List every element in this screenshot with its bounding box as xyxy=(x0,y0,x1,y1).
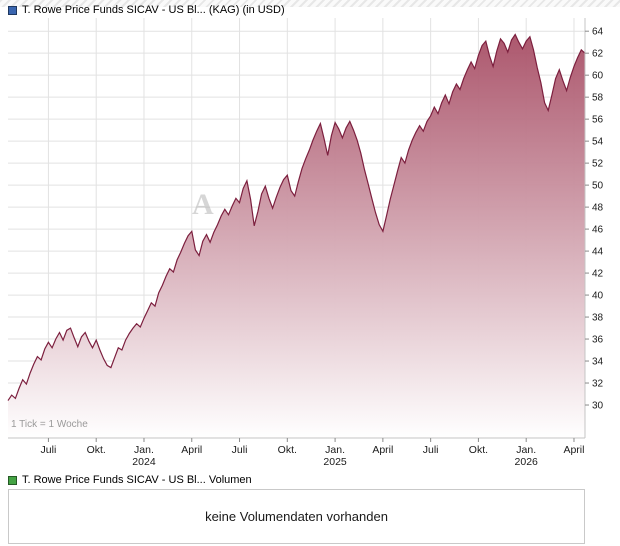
svg-text:Okt.: Okt. xyxy=(278,444,297,456)
svg-text:Jan.: Jan. xyxy=(325,444,345,456)
price-area xyxy=(8,34,585,438)
svg-text:30: 30 xyxy=(592,401,604,412)
price-chart-title: T. Rowe Price Funds SICAV - US Bl... (KA… xyxy=(22,4,285,16)
svg-text:50: 50 xyxy=(592,181,604,192)
svg-text:52: 52 xyxy=(592,159,604,170)
svg-text:54: 54 xyxy=(592,137,604,148)
svg-text:2024: 2024 xyxy=(132,456,156,468)
svg-text:2026: 2026 xyxy=(515,456,539,468)
svg-text:36: 36 xyxy=(592,335,604,346)
price-line xyxy=(7,33,586,401)
price-chart-header: T. Rowe Price Funds SICAV - US Bl... (KA… xyxy=(8,4,285,16)
volume-chart-header: T. Rowe Price Funds SICAV - US Bl... Vol… xyxy=(8,474,252,486)
volume-chart-title: T. Rowe Price Funds SICAV - US Bl... Vol… xyxy=(22,474,252,486)
svg-text:Juli: Juli xyxy=(423,444,439,456)
svg-text:Jan.: Jan. xyxy=(516,444,536,456)
svg-text:2025: 2025 xyxy=(323,456,347,468)
svg-text:60: 60 xyxy=(592,71,604,82)
svg-text:Juli: Juli xyxy=(41,444,57,456)
watermark-letter: A xyxy=(192,188,214,221)
svg-text:Juli: Juli xyxy=(232,444,248,456)
svg-text:58: 58 xyxy=(592,93,604,104)
no-volume-message: keine Volumendaten vorhanden xyxy=(205,509,388,524)
volume-series-marker-icon xyxy=(8,475,17,485)
svg-text:32: 32 xyxy=(592,379,604,390)
volume-panel: keine Volumendaten vorhanden xyxy=(8,489,585,544)
svg-text:46: 46 xyxy=(592,225,604,236)
svg-text:April: April xyxy=(563,444,584,456)
svg-text:62: 62 xyxy=(592,49,604,60)
svg-text:April: April xyxy=(372,444,393,456)
svg-text:44: 44 xyxy=(592,247,604,258)
svg-text:38: 38 xyxy=(592,313,604,324)
svg-text:56: 56 xyxy=(592,115,604,126)
svg-text:34: 34 xyxy=(592,357,604,368)
price-series-marker-icon xyxy=(8,5,17,15)
svg-text:64: 64 xyxy=(592,27,604,38)
svg-text:Jan.: Jan. xyxy=(134,444,154,456)
svg-text:48: 48 xyxy=(592,203,604,214)
svg-text:42: 42 xyxy=(592,269,604,280)
y-axis-labels: 64 62 60 58 56 54 52 50 48 46 44 42 40 38 36 34 32 30 xyxy=(585,27,604,412)
background-stripes xyxy=(0,0,620,7)
price-chart: A 64 62 60 58 56 54 52 50 48 46 44 42 40 38 36 34 32 30 Jul… xyxy=(7,18,604,468)
svg-text:Okt.: Okt. xyxy=(87,444,106,456)
svg-text:40: 40 xyxy=(592,291,604,302)
svg-text:April: April xyxy=(181,444,202,456)
svg-text:Okt.: Okt. xyxy=(469,444,488,456)
tick-interval-note: 1 Tick = 1 Woche xyxy=(11,419,88,430)
